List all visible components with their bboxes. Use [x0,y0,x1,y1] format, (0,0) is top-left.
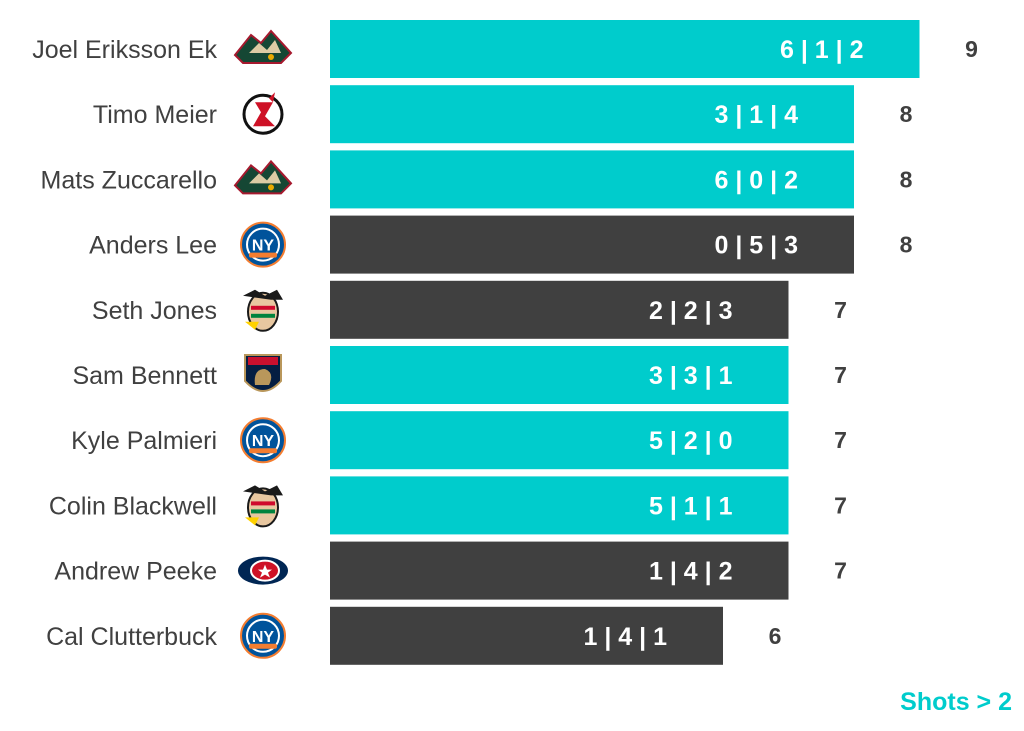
bar [330,606,723,665]
chart-row: Andrew Peeke 1 | 4 | 2 7 [54,541,847,600]
svg-text:NY: NY [252,238,275,255]
bar-value-label: 7 [834,492,847,518]
category-label: Joel Eriksson Ek [32,36,217,64]
bar-value-label: 7 [834,427,847,453]
bar-breakdown-label: 0 | 5 | 3 [715,232,798,260]
bar-value-label: 7 [834,297,847,323]
bar-breakdown-label: 1 | 4 | 2 [649,558,732,586]
bar-value-label: 7 [834,558,847,584]
florida-panthers-logo [244,354,282,392]
bar-breakdown-label: 3 | 1 | 4 [715,101,799,129]
bar-breakdown-label: 1 | 4 | 1 [584,623,668,651]
bar-chart: Joel Eriksson Ek 6 | 1 | 2 9 Timo Meier 3 | … [32,20,978,665]
chicago-blackhawks-logo [243,485,283,528]
bar-value-label: 8 [900,101,913,127]
category-label: Sam Bennett [72,362,217,390]
category-label: Timo Meier [93,101,217,129]
chart-row: Seth Jones 2 | 2 | 3 7 [92,280,847,339]
chart-row: Joel Eriksson Ek 6 | 1 | 2 9 [32,20,978,78]
bar-breakdown-label: 6 | 0 | 2 [715,166,798,194]
chart-row: Sam Bennett 3 | 3 | 1 7 [72,346,847,404]
new-york-islanders-logo: NY [240,221,286,268]
new-jersey-devils-logo [242,92,284,135]
category-label: Kyle Palmieri [71,427,217,455]
chicago-blackhawks-logo [243,289,283,332]
category-label: Anders Lee [89,232,217,260]
bar-breakdown-label: 2 | 2 | 3 [649,297,732,325]
chart-row: Anders Lee NY 0 | 5 | 3 8 [89,215,913,274]
bar [330,411,789,470]
minnesota-wild-logo [233,29,293,64]
bar-value-label: 6 [769,623,782,649]
svg-text:NY: NY [252,433,275,450]
category-label: Mats Zuccarello [41,166,217,194]
chart-row: Colin Blackwell 5 | 1 | 1 7 [49,476,847,535]
chart-row: Timo Meier 3 | 1 | 4 8 [93,85,913,144]
columbus-blue-jackets-logo [238,556,288,585]
bar [330,85,854,144]
chart-row: Kyle Palmieri NY 5 | 2 | 0 7 [71,411,847,470]
bar-value-label: 8 [900,232,913,258]
new-york-islanders-logo: NY [240,612,286,659]
bar-breakdown-label: 5 | 1 | 1 [649,492,733,520]
bar-breakdown-label: 5 | 2 | 0 [649,427,732,455]
bar [330,541,789,600]
bar [330,20,920,78]
new-york-islanders-logo: NY [240,417,286,464]
bar [330,280,789,339]
category-label: Cal Clutterbuck [46,623,217,651]
bar [330,215,854,274]
bar [330,476,789,535]
chart-row: Cal Clutterbuck NY 1 | 4 | 1 6 [46,606,782,665]
bar [330,150,854,209]
footnote: Shots > 2 [900,688,1012,716]
bar-value-label: 8 [900,166,913,192]
category-label: Andrew Peeke [54,558,217,586]
minnesota-wild-logo [233,159,293,195]
bar-breakdown-label: 3 | 3 | 1 [649,362,733,390]
bar-value-label: 7 [834,362,847,388]
chart-row: Mats Zuccarello 6 | 0 | 2 8 [41,150,913,209]
bar-value-label: 9 [965,36,978,62]
bar [330,346,789,404]
svg-text:NY: NY [252,629,275,646]
category-label: Colin Blackwell [49,492,217,520]
category-label: Seth Jones [92,297,217,325]
bar-breakdown-label: 6 | 1 | 2 [780,36,863,64]
